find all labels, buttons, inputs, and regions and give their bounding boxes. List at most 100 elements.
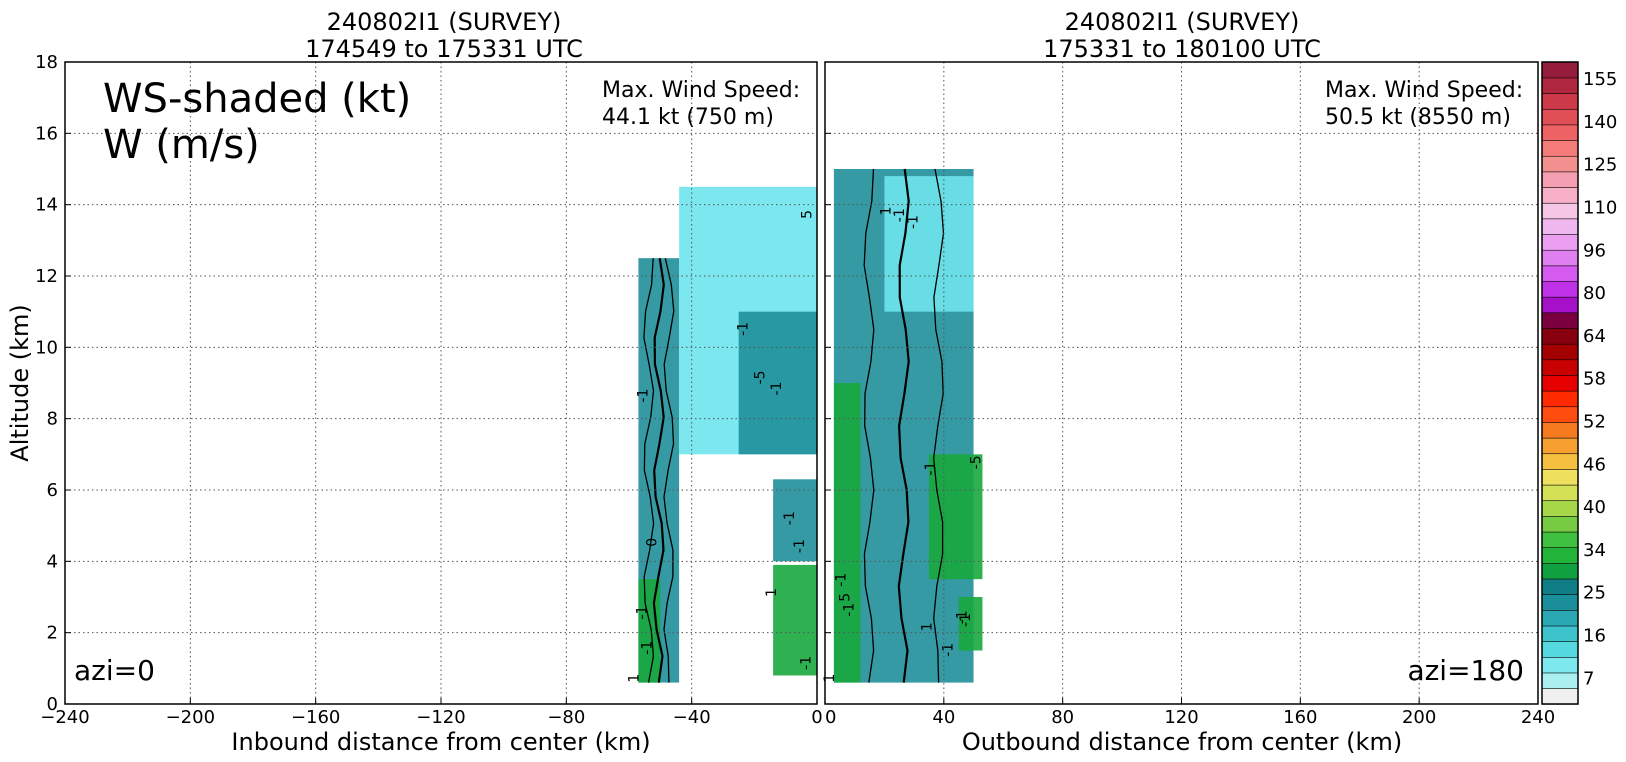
contour-label: -1 <box>842 603 858 617</box>
right-panel: 1-1-1-1-1-1-15-5-111-1 0 40 80 120 160 200 240… <box>822 61 1555 756</box>
left-max-wind-label: Max. Wind Speed: <box>602 78 800 103</box>
colorbar-band <box>1541 406 1579 423</box>
contour-label: 0 <box>644 538 660 547</box>
right-x-ticks: 0 40 80 120 160 200 240 <box>824 698 1555 728</box>
x-tick-label: 80 <box>1051 707 1074 728</box>
right-max-wind-label: Max. Wind Speed: <box>1325 78 1523 103</box>
contour-label: 5 <box>800 210 816 219</box>
right-subtitle: 175331 to 180100 UTC <box>1043 35 1321 63</box>
colorbar-tick-label: 40 <box>1583 497 1606 518</box>
contour-line <box>643 258 655 683</box>
x-tick-label: 0 <box>825 707 836 728</box>
y-tick-label: 2 <box>47 623 58 644</box>
left-contours: 1-1-1-1-1-1-1-15-5-110 <box>626 210 816 683</box>
colorbar-band <box>1541 327 1579 345</box>
shaded-region <box>884 176 974 312</box>
contour-line <box>663 258 675 683</box>
colorbar-tick-label: 140 <box>1583 112 1617 133</box>
left-grid <box>65 61 817 705</box>
colorbar-band <box>1541 656 1579 674</box>
colorbar-band <box>1541 594 1579 611</box>
colorbar: 7 16 25 34 40 46 52 58 64 80 96 110 125 140 155 <box>1541 61 1617 705</box>
colorbar-band <box>1541 500 1579 517</box>
colorbar-tick-label: 52 <box>1583 412 1606 433</box>
colorbar-band <box>1541 139 1579 157</box>
colorbar-band <box>1541 171 1579 188</box>
contour-label: -1 <box>955 610 971 624</box>
contour-label: 1 <box>764 588 780 597</box>
x-tick-label: −200 <box>166 707 215 728</box>
left-y-ticks: 0 2 4 6 8 10 12 14 16 18 <box>35 52 58 715</box>
colorbar-tick-label: 96 <box>1583 240 1606 261</box>
colorbar-band <box>1541 625 1579 642</box>
colorbar-band <box>1541 374 1579 392</box>
colorbar-band <box>1541 468 1579 486</box>
colorbar-frame <box>1541 61 1579 705</box>
contour-label: 1 <box>822 674 838 683</box>
y-tick-label: 18 <box>35 52 58 73</box>
colorbar-band <box>1541 688 1579 705</box>
contour-label: -1 <box>905 215 921 229</box>
colorbar-ticks: 7 16 25 34 40 46 52 58 64 80 96 110 125 140 155 <box>1583 69 1617 689</box>
left-shaded-field <box>638 186 817 683</box>
contour-label: -1 <box>635 389 651 403</box>
colorbar-band <box>1541 672 1579 689</box>
contour-label: -1 <box>941 643 957 657</box>
right-shaded-field <box>833 169 983 683</box>
colorbar-tick-label: 155 <box>1583 69 1617 90</box>
colorbar-band <box>1541 280 1579 298</box>
contour-line <box>897 168 910 683</box>
colorbar-tick-label: 34 <box>1583 540 1606 561</box>
colorbar-band <box>1541 578 1579 595</box>
y-tick-label: 12 <box>35 266 58 287</box>
x-tick-label: 160 <box>1283 707 1317 728</box>
right-azimuth-label: azi=180 <box>1407 654 1524 687</box>
colorbar-band <box>1541 453 1579 470</box>
colorbar-band <box>1541 202 1579 220</box>
left-x-ticks: −240 −200 −160 −120 −80 −40 0 <box>40 698 823 728</box>
colorbar-band <box>1541 515 1579 533</box>
left-max-wind-value: 44.1 kt (750 m) <box>602 105 774 130</box>
x-tick-label: −160 <box>291 707 340 728</box>
contour-label: -1 <box>923 462 939 476</box>
contour-label: -1 <box>958 613 974 627</box>
right-max-wind-value: 50.5 kt (8550 m) <box>1325 105 1511 130</box>
colorbar-bands <box>1541 61 1579 705</box>
left-title: 240802I1 (SURVEY) <box>327 8 562 36</box>
colorbar-band <box>1541 343 1579 361</box>
left-azimuth-label: azi=0 <box>74 654 155 687</box>
x-tick-label: −240 <box>40 707 89 728</box>
colorbar-tick-label: 58 <box>1583 369 1606 390</box>
contour-line <box>652 258 665 683</box>
colorbar-band <box>1541 124 1579 141</box>
contour-line <box>933 168 945 683</box>
colorbar-band <box>1541 265 1579 282</box>
contour-label: 5 <box>838 593 854 602</box>
right-x-axis-label: Outbound distance from center (km) <box>962 728 1402 756</box>
shaded-region <box>928 454 983 580</box>
contour-label: -5 <box>968 455 984 469</box>
colorbar-band <box>1541 531 1579 549</box>
colorbar-band <box>1541 641 1579 658</box>
x-tick-label: −120 <box>416 707 465 728</box>
colorbar-band <box>1541 609 1579 627</box>
colorbar-band <box>1541 437 1579 455</box>
colorbar-band <box>1541 390 1579 408</box>
colorbar-band <box>1541 108 1579 126</box>
colorbar-band <box>1541 249 1579 267</box>
colorbar-band <box>1541 562 1579 580</box>
y-tick-label: 4 <box>47 551 58 572</box>
contour-label: -1 <box>735 322 751 336</box>
colorbar-band <box>1541 233 1579 251</box>
x-tick-label: 240 <box>1521 707 1555 728</box>
x-tick-label: 200 <box>1402 707 1436 728</box>
colorbar-band <box>1541 186 1579 204</box>
shaded-region <box>773 564 817 676</box>
colorbar-band <box>1541 218 1579 235</box>
contour-line <box>863 168 875 683</box>
contour-label: -1 <box>782 511 798 525</box>
x-tick-label: −40 <box>673 707 711 728</box>
shaded-region <box>958 597 983 651</box>
contour-label: 1 <box>920 622 936 631</box>
